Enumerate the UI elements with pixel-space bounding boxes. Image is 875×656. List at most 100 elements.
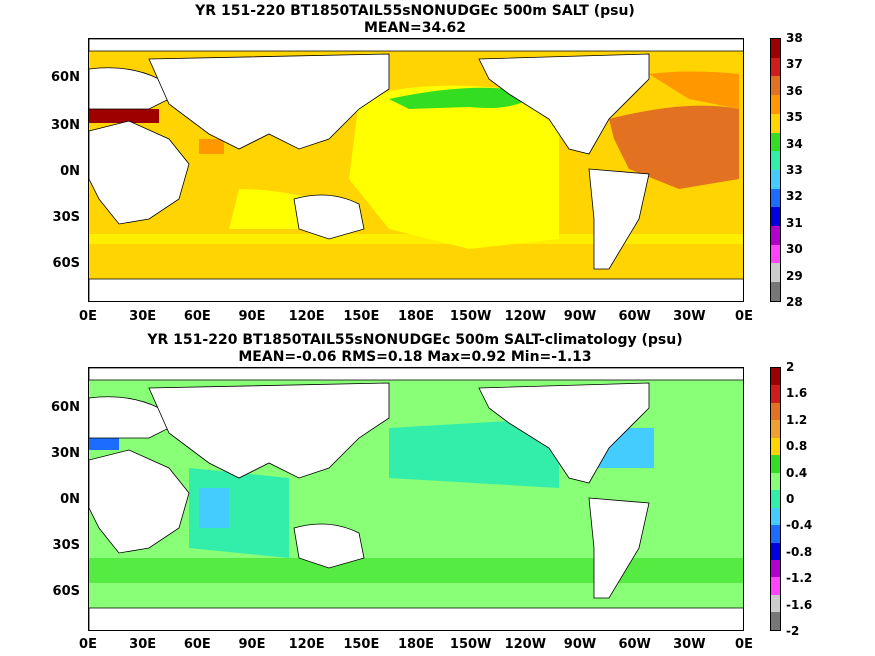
colorbar-swatch	[771, 612, 780, 630]
north-pacific-fresh	[389, 87, 529, 109]
colorbar-swatch	[771, 594, 780, 613]
colorbar-tick-label: -2	[786, 624, 800, 638]
atlantic-high-salinity	[609, 105, 739, 189]
colorbar-tick-label: 38	[786, 31, 803, 45]
colorbar-tick-label: -1.2	[786, 571, 813, 586]
lon-label: 30W	[673, 309, 706, 324]
africa	[89, 120, 190, 225]
lon-label: 30E	[129, 309, 157, 324]
lon-label: 120E	[288, 309, 325, 324]
colorbar-tick-label: 28	[786, 295, 803, 309]
colorbar-tick-label: 31	[786, 215, 803, 230]
colorbar-tick-label: -0.4	[786, 518, 813, 533]
lat-label: 30S	[52, 210, 80, 225]
lat-label: 60N	[51, 400, 80, 415]
lon-label: 30W	[673, 637, 706, 652]
north-america	[478, 53, 650, 155]
colorbar-swatch	[771, 490, 780, 508]
top-title-text: YR 151-220 BT1850TAIL55sNONUDGEc 500m SA…	[195, 3, 635, 19]
south-america	[588, 168, 650, 270]
colorbar-tick-label: 36	[786, 83, 803, 98]
colorbar-swatch	[771, 385, 780, 403]
land-masses-bottom	[89, 368, 743, 630]
colorbar-tick-label: 0	[786, 492, 795, 506]
lon-label: 60E	[183, 309, 211, 324]
colorbar-swatch	[771, 132, 780, 152]
colorbar-tick-label: 2	[786, 360, 795, 374]
lon-label: 60W	[618, 309, 651, 324]
colorbar-swatch	[771, 39, 780, 58]
colorbar-tick-label: -0.8	[786, 544, 813, 559]
southern-positive-band	[89, 558, 743, 583]
top-colorbar	[770, 38, 781, 302]
colorbar-swatch	[771, 57, 780, 77]
land-masses	[89, 39, 743, 301]
lat-label: 60S	[52, 256, 80, 271]
bottom-map-svg	[89, 368, 743, 630]
lon-label: 120W	[504, 309, 547, 324]
africa	[89, 449, 190, 554]
colorbar-swatch	[771, 420, 780, 438]
antarctica	[89, 607, 743, 630]
lat-label: 60S	[52, 584, 80, 599]
lon-label: 120E	[288, 637, 325, 652]
colorbar-swatch	[771, 282, 780, 301]
europe	[89, 396, 170, 439]
lon-label: 60W	[618, 637, 651, 652]
colorbar-swatch	[771, 263, 780, 283]
asia	[148, 53, 390, 150]
lon-label: 30E	[129, 637, 157, 652]
lat-label: 60N	[51, 70, 80, 85]
colorbar-swatch	[771, 244, 780, 264]
lon-label: 90W	[563, 309, 597, 324]
bottom-panel-title: YR 151-220 BT1850TAIL55sNONUDGEc 500m SA…	[0, 332, 830, 366]
lat-label: 30S	[52, 538, 80, 553]
top-map-svg	[89, 39, 743, 301]
colorbar-tick-label: 1.6	[786, 386, 808, 401]
colorbar-swatch	[771, 577, 780, 595]
colorbar-swatch	[771, 525, 780, 543]
arctic-land	[89, 39, 743, 52]
colorbar-tick-label: 32	[786, 189, 803, 204]
australia	[293, 523, 365, 569]
arctic-land	[89, 368, 743, 381]
colorbar-tick-label: 34	[786, 136, 803, 151]
europe	[89, 67, 170, 110]
colorbar-swatch	[771, 95, 780, 114]
lon-label: 90E	[238, 309, 266, 324]
colorbar-swatch	[771, 559, 780, 578]
lon-label: 0E	[735, 637, 753, 652]
colorbar-swatch	[771, 76, 780, 96]
bottom-anomaly-map	[88, 367, 744, 631]
lon-label: 180E	[397, 309, 435, 324]
lat-label: 30N	[51, 446, 80, 461]
colorbar-tick-label: 37	[786, 57, 803, 72]
south-america	[588, 497, 650, 599]
top-panel-title: YR 151-220 BT1850TAIL55sNONUDGEc 500m SA…	[0, 3, 830, 37]
med-negative	[89, 438, 119, 450]
colorbar-swatch	[771, 113, 780, 133]
top-subtitle-text: MEAN=34.62	[363, 20, 467, 36]
lon-label: 180E	[397, 637, 435, 652]
colorbar-swatch	[771, 455, 780, 473]
lon-label: 150E	[343, 309, 380, 324]
arabian-sea-negative	[199, 488, 229, 528]
colorbar-tick-label: 0.8	[786, 439, 808, 454]
top-salinity-map	[88, 38, 744, 302]
antarctica	[89, 278, 743, 301]
lat-label: 0N	[60, 164, 80, 179]
lon-label: 150E	[343, 637, 380, 652]
colorbar-swatch	[771, 368, 780, 386]
colorbar-tick-label: 30	[786, 242, 803, 257]
lon-label: 0E	[79, 309, 97, 324]
colorbar-swatch	[771, 472, 780, 491]
lat-label: 0N	[60, 492, 80, 507]
pacific-negative	[389, 418, 559, 488]
colorbar-tick-label: 1.2	[786, 412, 808, 427]
pacific-low-salinity	[349, 85, 559, 250]
australia	[293, 194, 365, 240]
asia	[148, 382, 390, 479]
colorbar-tick-label: 35	[786, 110, 803, 125]
lon-label: 60E	[183, 637, 211, 652]
colorbar-tick-label: 29	[786, 268, 803, 283]
